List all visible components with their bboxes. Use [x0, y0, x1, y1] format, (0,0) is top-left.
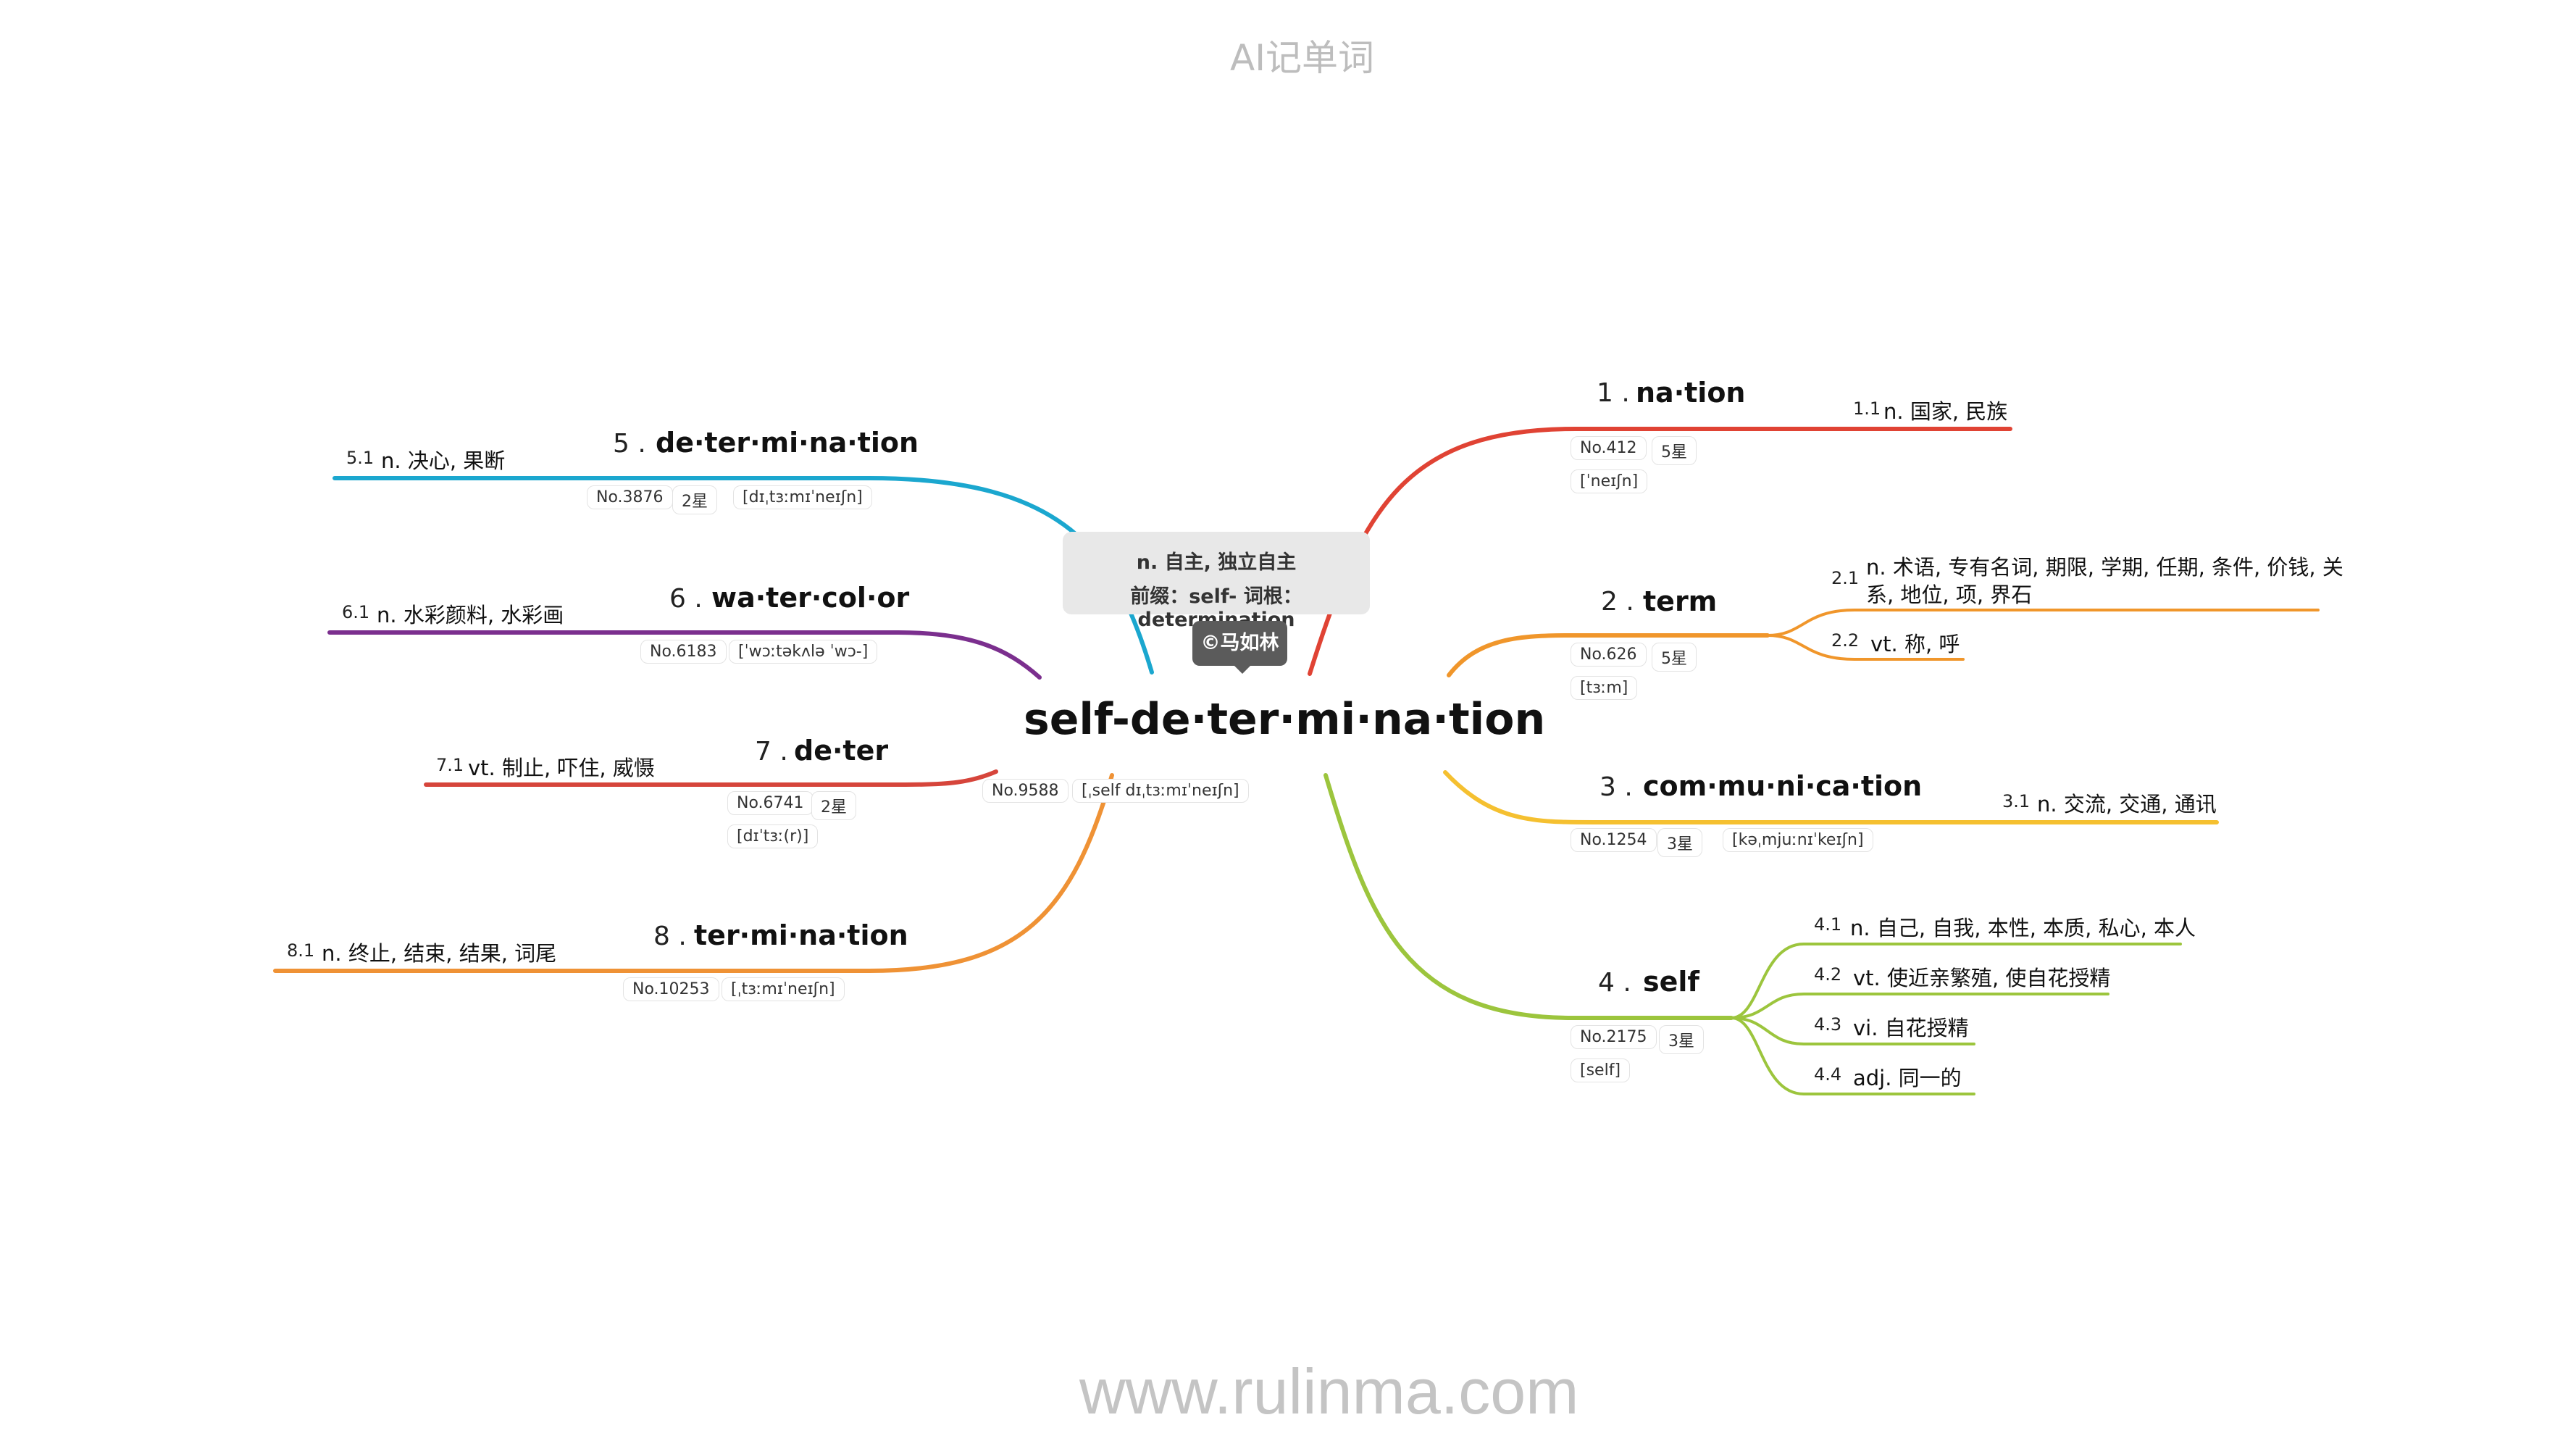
sense-definition: adj. 同一的	[1853, 1066, 1962, 1090]
branch-no-pill: No.2175	[1571, 1025, 1657, 1049]
sense-definition: vt. 称, 呼	[1870, 632, 1960, 656]
central-callout: n. 自主, 独立自主 前缀：self- 词根：determination	[1063, 532, 1370, 631]
sense-number: 6.1	[342, 602, 370, 622]
footer-url[interactable]: www.rulinma.com	[1079, 1356, 1579, 1427]
branch-word[interactable]: ter·mi·na·tion	[694, 919, 908, 951]
branch-word[interactable]: de·ter·mi·na·tion	[656, 427, 919, 459]
link-term-2-2	[1766, 634, 1965, 661]
central-no-pill: No.9588	[982, 779, 1069, 803]
branch-word[interactable]: de·ter	[794, 735, 889, 767]
sense-number: 8.1	[287, 940, 315, 961]
branch-word[interactable]: wa·ter·col·or	[711, 582, 910, 614]
sense-definition: vt. 使近亲繁殖, 使自花授精	[1853, 966, 2111, 990]
header-title: AI记单词	[1230, 37, 1374, 79]
sense-number: 4.3	[1814, 1014, 1842, 1035]
sense-number: 7.1	[436, 755, 464, 775]
sense-number: 3.1	[2002, 791, 2031, 811]
branch-no-pill: No.1254	[1571, 828, 1657, 852]
branch-no-pill: No.6183	[640, 640, 727, 664]
sense-definition: vt. 制止, 吓住, 威慑	[468, 756, 655, 780]
branch-stars-pill: 3星	[1657, 828, 1702, 857]
central-word[interactable]: self-de·ter·mi·na·tion	[1024, 694, 1546, 745]
branch-number: 4 .	[1598, 968, 1631, 998]
branch-stars-pill: 2星	[672, 485, 717, 514]
sense-number: 2.2	[1831, 630, 1860, 651]
branch-stars-pill: 2星	[811, 791, 856, 820]
sense-definition: vi. 自花授精	[1853, 1016, 1969, 1040]
sense-number: 4.4	[1814, 1064, 1842, 1085]
branch-phon-pill: [tɜːm]	[1571, 676, 1638, 700]
branch-number: 8 .	[653, 922, 687, 951]
sense-definition: n. 交流, 交通, 通讯	[2037, 792, 2217, 817]
link-watercolor	[327, 630, 1042, 680]
sense-definition: n. 术语, 专有名词, 期限, 学期, 任期, 条件, 价钱, 关	[1866, 555, 2343, 580]
branch-number: 6 .	[669, 584, 703, 614]
link-self-4-3	[1730, 1016, 1975, 1045]
link-self-4-4	[1730, 1016, 1975, 1095]
sense-number: 1.1	[1853, 398, 1881, 419]
watermark-badge: ©马如林	[1192, 621, 1287, 666]
branch-stars-pill: 3星	[1659, 1025, 1704, 1054]
sense-definition: n. 水彩颜料, 水彩画	[377, 603, 564, 627]
branch-phon-pill: [ˈwɔːtəkʌlə ˈwɔ-]	[729, 640, 878, 664]
link-communication	[1443, 770, 2219, 824]
branch-word[interactable]: term	[1643, 585, 1718, 617]
sense-definition: n. 决心, 果断	[381, 448, 506, 473]
sense-number: 2.1	[1831, 568, 1860, 588]
sense-definition: n. 终止, 结束, 结果, 词尾	[322, 941, 557, 966]
sense-number: 4.1	[1814, 914, 1842, 935]
branch-no-pill: No.412	[1571, 436, 1647, 460]
sense-number: 4.2	[1814, 964, 1842, 985]
sense-definition: n. 自己, 自我, 本性, 本质, 私心, 本人	[1850, 916, 2196, 940]
branch-phon-pill: [self]	[1571, 1058, 1631, 1082]
branch-phon-pill: [ˌtɜːmɪˈneɪʃn]	[722, 977, 845, 1001]
central-meaning: n. 自主, 独立自主	[1136, 551, 1297, 574]
branch-number: 2 .	[1601, 587, 1634, 617]
branch-number: 1 .	[1597, 378, 1630, 408]
sense-number: 5.1	[346, 448, 375, 468]
watermark-pointer	[1234, 665, 1251, 674]
link-self-4-1	[1730, 943, 2182, 1019]
branch-number: 7 .	[755, 737, 788, 767]
branch-phon-pill: [dɪˈtɜː(r)]	[727, 824, 819, 848]
link-term-2-1	[1766, 609, 2320, 637]
branch-word[interactable]: self	[1643, 966, 1699, 998]
central-phon-pill: [ˌself dɪˌtɜːmɪˈneɪʃn]	[1072, 779, 1249, 803]
branch-phon-pill: [dɪˌtɜːmɪˈneɪʃn]	[733, 485, 872, 509]
branch-stars-pill: 5星	[1652, 436, 1697, 465]
branch-phon-pill: [ˈneɪʃn]	[1571, 469, 1648, 493]
branch-no-pill: No.10253	[623, 977, 719, 1001]
link-term	[1447, 633, 1770, 677]
branch-stars-pill: 5星	[1652, 643, 1697, 672]
link-self	[1323, 773, 1734, 1020]
branch-no-pill: No.6741	[727, 791, 814, 815]
link-self-4-2	[1730, 993, 2109, 1019]
branch-no-pill: No.626	[1571, 643, 1647, 667]
branch-number: 5 .	[613, 429, 646, 459]
link-deter	[424, 769, 998, 787]
link-termination	[273, 773, 1114, 973]
branch-phon-pill: [kəˌmjuːnɪˈkeɪʃn]	[1723, 828, 1873, 852]
branch-word[interactable]: com·mu·ni·ca·tion	[1643, 770, 1923, 802]
branch-number: 3 .	[1599, 772, 1633, 802]
link-determination	[333, 476, 1154, 675]
sense-definition: n. 国家, 民族	[1883, 399, 2008, 424]
sense-definition-cont: 系, 地位, 项, 界石	[1866, 582, 2033, 607]
branch-no-pill: No.3876	[587, 485, 673, 509]
branch-word[interactable]: na·tion	[1636, 377, 1746, 409]
